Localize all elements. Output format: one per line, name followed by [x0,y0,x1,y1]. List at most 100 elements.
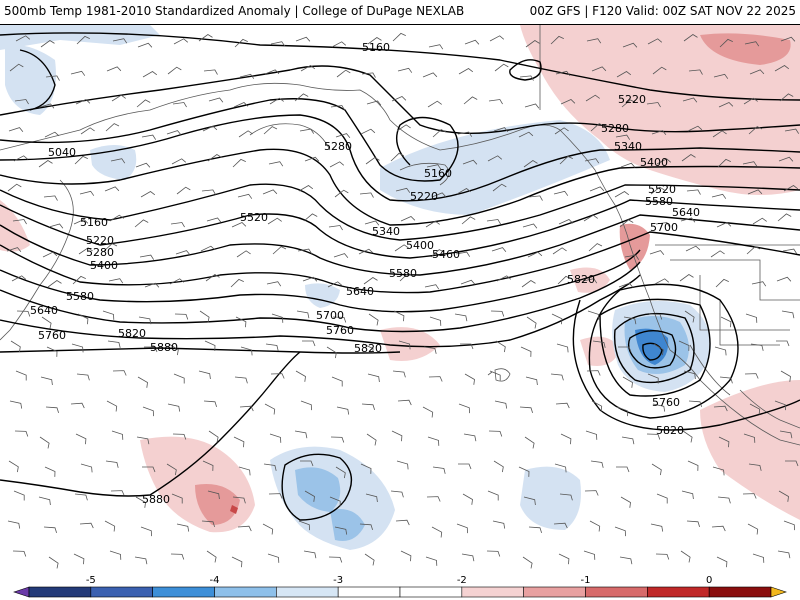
wind-barb [623,316,637,325]
wind-barb [144,346,158,353]
wind-barb [460,343,474,350]
wind-barb [778,156,794,162]
wind-barb [172,433,187,440]
wind-barb [686,189,701,195]
contour-label: 5160 [362,41,390,54]
wind-barb [494,400,508,409]
wind-barb [585,94,600,102]
contour-labels: 5160 5220 5280 5040 5280 5160 5220 5340 … [30,41,700,506]
contour-label: 5820 [656,424,684,437]
contour-label: 5820 [118,327,146,340]
product-title: 500mb Temp 1981-2010 Standardized Anomal… [4,4,465,18]
wind-barb [43,195,58,201]
wind-barb [649,250,665,255]
wind-barb [554,127,569,135]
wind-barb [80,127,95,135]
wind-barb [655,222,670,228]
wind-barb [267,553,280,563]
wind-barb [586,370,601,376]
wind-barb [239,405,254,412]
wind-barb [685,245,701,252]
colorbar-cell [28,586,92,598]
wind-barb [651,130,667,135]
contour-label: 5400 [90,259,118,272]
wind-barb [518,131,534,138]
wind-barb [48,223,64,229]
wind-barb [105,123,120,132]
wind-barb [106,400,118,412]
wind-barb [783,185,799,192]
wind-barb [780,370,791,382]
wind-barb [683,34,698,42]
wind-barb [38,496,51,506]
contour-label: 5580 [389,267,417,280]
wind-barb [653,343,664,356]
contour-label: 5880 [142,493,170,506]
contour-label: 5520 [648,183,676,196]
wind-barb [550,373,564,381]
wind-barb [398,340,411,350]
wind-barb [14,430,29,437]
contour-label: 5280 [86,246,114,259]
wind-barb [620,162,636,168]
wind-barb [528,195,543,201]
wind-barb [15,370,27,381]
wind-barb [295,370,306,382]
wind-barb [303,213,318,222]
wind-barb [203,69,218,75]
wind-barb [520,346,532,357]
wind-barb [713,73,729,79]
wind-barb [262,189,278,195]
height-contour [642,342,663,361]
contour-label: 5700 [316,309,344,322]
wind-barb [489,35,505,42]
warm-anomaly-area [520,25,800,195]
wind-barb [264,403,276,415]
wind-barb [240,346,253,356]
wind-barb [266,281,282,287]
wind-barb [519,75,534,81]
wind-barb [332,316,347,323]
height-contour [0,32,800,101]
wind-barb [687,125,703,132]
wind-barb [237,525,252,532]
wind-barb [232,496,246,504]
cold-anomaly-area [295,467,341,512]
wind-barb [427,100,442,108]
contour-label: 5280 [601,122,629,135]
wind-barb [329,161,345,168]
wind-barb [16,310,31,317]
wind-barb [140,191,156,198]
wind-barb [748,463,762,471]
wind-barb [12,550,27,557]
wind-barb [486,219,501,225]
wind-barb [169,278,185,285]
wind-barb [680,550,691,563]
wind-barb [135,496,146,508]
wind-barb [559,493,573,501]
wind-barb [680,217,696,223]
wind-barb [391,96,407,102]
wind-barb [172,102,187,108]
wind-barb [464,39,480,45]
wind-barb [137,376,148,388]
height-contour [0,65,800,135]
wind-barb [557,275,571,285]
contour-label: 5640 [30,304,58,317]
wind-barb [231,222,247,228]
wind-barb [297,248,313,254]
wind-barb [168,343,179,356]
coastline [249,123,331,151]
wind-barb [392,370,406,378]
wind-barb [136,436,150,445]
wind-barb [647,373,659,384]
wind-barb [111,430,124,440]
wind-barb [522,223,538,229]
wind-barb [234,376,248,384]
contour-label: 5220 [410,190,438,203]
height-contour [0,351,301,497]
colorbar-tick-label: -4 [210,575,220,586]
wind-barb [330,105,345,111]
wind-barb [486,550,501,557]
wind-barb [397,67,413,73]
